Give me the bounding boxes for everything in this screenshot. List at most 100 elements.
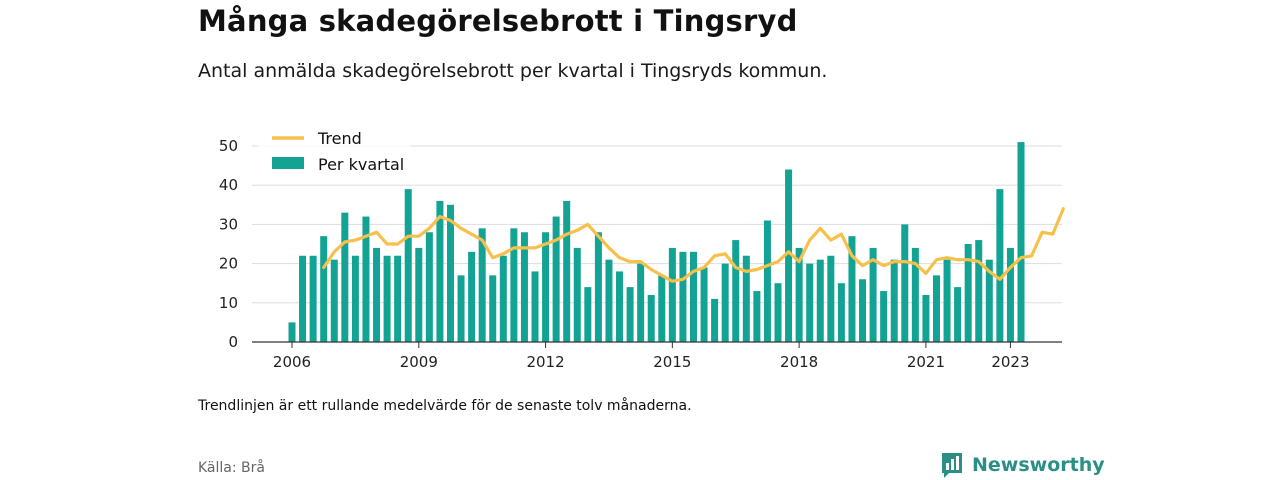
legend: Trend Per kvartal: [258, 126, 410, 178]
bar: [288, 322, 296, 342]
bar: [320, 236, 328, 342]
bar: [362, 216, 370, 342]
x-tick-label: 2012: [526, 353, 564, 371]
bar: [457, 275, 465, 342]
bar: [859, 279, 867, 342]
y-tick-label: 30: [219, 215, 238, 233]
y-tick-label: 10: [219, 294, 238, 312]
x-tick-label: 2009: [400, 353, 438, 371]
source-label: Källa: Brå: [198, 460, 265, 476]
bar: [711, 298, 719, 342]
trend-line: [322, 207, 1065, 283]
bar: [837, 283, 845, 342]
bar: [626, 287, 634, 342]
x-tick-label: 2021: [907, 353, 945, 371]
x-tick-label: 2018: [780, 353, 818, 371]
bar: [774, 283, 782, 342]
bar: [383, 255, 391, 342]
bar: [436, 200, 444, 342]
chart-title: Många skadegörelsebrott i Tingsryd: [198, 4, 798, 38]
legend-trend-label: Trend: [317, 129, 362, 148]
bar: [742, 255, 750, 342]
bar: [531, 271, 539, 342]
axes: 0 10 20 30 40 50 2006 2009 2012 2015 2018 2021 2023: [219, 137, 1062, 371]
newsworthy-logo[interactable]: Newsworthy: [940, 451, 1105, 479]
bar: [880, 291, 888, 342]
bar: [425, 232, 433, 342]
bar: [510, 228, 518, 342]
bar: [446, 204, 454, 342]
bar: [753, 291, 761, 342]
bar: [468, 251, 476, 342]
bar: [520, 232, 528, 342]
y-tick-label: 20: [219, 255, 238, 273]
bar: [932, 275, 940, 342]
y-tick-label: 50: [219, 137, 238, 155]
y-tick-label: 40: [219, 176, 238, 194]
x-tick-label: 2023: [991, 353, 1029, 371]
chart-subtitle: Antal anmälda skadegörelsebrott per kvar…: [198, 60, 828, 82]
bar: [911, 247, 919, 342]
bar: [806, 263, 814, 342]
bar: [584, 287, 592, 342]
bar: [943, 259, 951, 342]
bar: [954, 287, 962, 342]
bar: [975, 240, 983, 342]
bar: [605, 259, 613, 342]
x-tick-label: 2006: [273, 353, 311, 371]
bar: [373, 247, 381, 342]
bar: [637, 263, 645, 342]
bar: [351, 255, 359, 342]
bar: [689, 251, 697, 342]
bar: [341, 212, 349, 342]
legend-bar-swatch: [272, 157, 304, 169]
footnote: Trendlinjen är ett rullande medelvärde f…: [198, 398, 692, 414]
bar: [478, 228, 486, 342]
bar: [679, 251, 687, 342]
bar: [415, 247, 423, 342]
bar: [404, 189, 412, 342]
bar: [827, 255, 835, 342]
x-tick-label: 2015: [653, 353, 691, 371]
bar: [1017, 142, 1025, 342]
bar: [964, 244, 972, 342]
bar: [616, 271, 624, 342]
bar: [330, 259, 338, 342]
newsworthy-icon: [942, 453, 962, 478]
bar: [996, 189, 1004, 342]
bar: [394, 255, 402, 342]
bars: [288, 142, 1025, 342]
bar: [573, 247, 581, 342]
bar: [763, 220, 771, 342]
bar: [700, 267, 708, 342]
bar: [668, 247, 676, 342]
bar: [552, 216, 560, 342]
bar: [816, 259, 824, 342]
trend-line-group: [322, 207, 1065, 283]
bar: [1006, 247, 1014, 342]
bar: [848, 236, 856, 342]
bar: [721, 263, 729, 342]
bar: [869, 247, 877, 342]
bar: [647, 294, 655, 342]
legend-background: [258, 126, 410, 178]
bar: [594, 232, 602, 342]
bar: [785, 169, 793, 342]
bar: [890, 259, 898, 342]
bar: [795, 247, 803, 342]
bar: [489, 275, 497, 342]
legend-bar-label: Per kvartal: [318, 155, 404, 174]
brand-name: Newsworthy: [972, 454, 1105, 476]
bar: [299, 255, 307, 342]
bar: [985, 259, 993, 342]
bar: [732, 240, 740, 342]
bar: [901, 224, 909, 342]
bar: [563, 200, 571, 342]
bar: [542, 232, 550, 342]
y-tick-label: 0: [228, 333, 238, 351]
bar: [922, 294, 930, 342]
bar: [309, 255, 317, 342]
bar: [658, 275, 666, 342]
bar: [499, 255, 507, 342]
